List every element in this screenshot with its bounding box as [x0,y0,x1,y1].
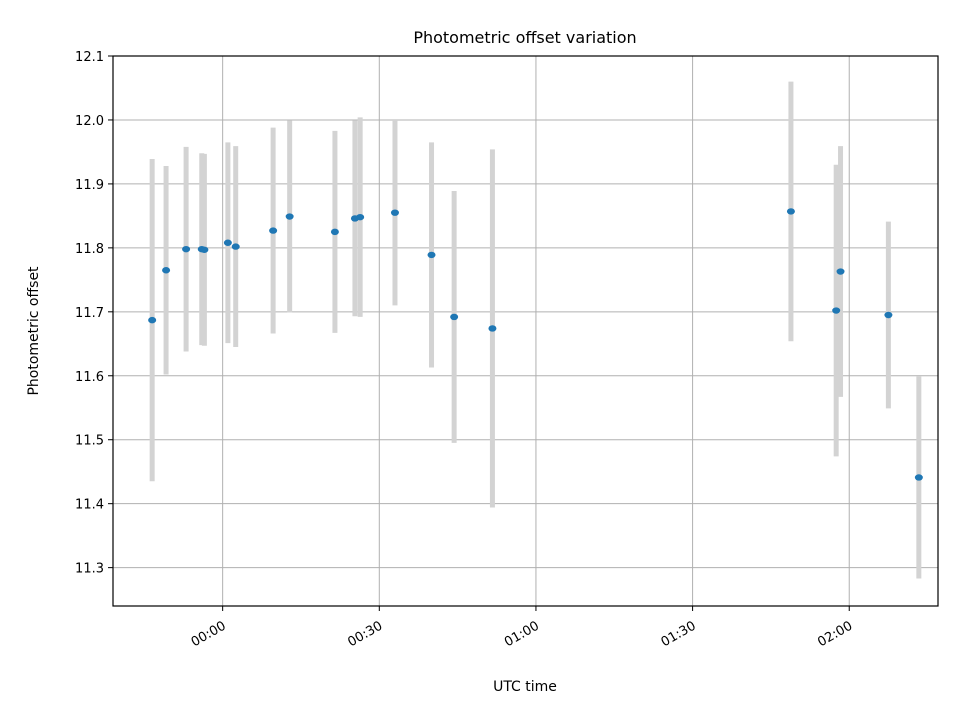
y-tick-label: 11.5 [75,434,104,449]
data-point [390,209,399,216]
y-tick-label: 11.6 [75,370,104,385]
data-point [450,313,459,321]
data-point [182,245,191,253]
chart-title: Photometric offset variation [413,28,636,47]
y-tick-label: 11.4 [75,498,104,513]
data-point [356,213,365,221]
data-point [427,251,436,259]
data-point [914,474,923,481]
data-point [200,246,209,253]
data-point [269,227,278,234]
y-axis-ticks: 11.3 11.4 11.5 11.6 11.7 11.8 11.9 12.0 12.1 [75,50,113,577]
data-point [148,316,157,324]
y-tick-label: 11.7 [75,306,104,321]
y-tick-label: 11.3 [75,562,104,577]
data-point [786,208,795,215]
data-point [836,268,845,275]
data-points [148,208,923,481]
data-point [884,311,893,319]
x-axis-label: UTC time [493,679,557,695]
plot-frame [112,55,939,607]
y-tick-label: 12.0 [75,114,104,129]
plot-area [113,56,938,606]
y-tick-label: 11.8 [75,242,104,257]
grid-lines [113,55,938,606]
data-point [231,243,240,250]
data-point [488,325,497,332]
y-tick-label: 11.9 [75,178,104,193]
y-axis-label: Photometric offset [26,266,42,396]
data-point [330,228,339,236]
data-point [832,307,841,314]
y-tick-label: 12.1 [75,50,104,65]
data-point [223,239,232,246]
data-point [162,267,171,274]
data-point [285,213,294,220]
